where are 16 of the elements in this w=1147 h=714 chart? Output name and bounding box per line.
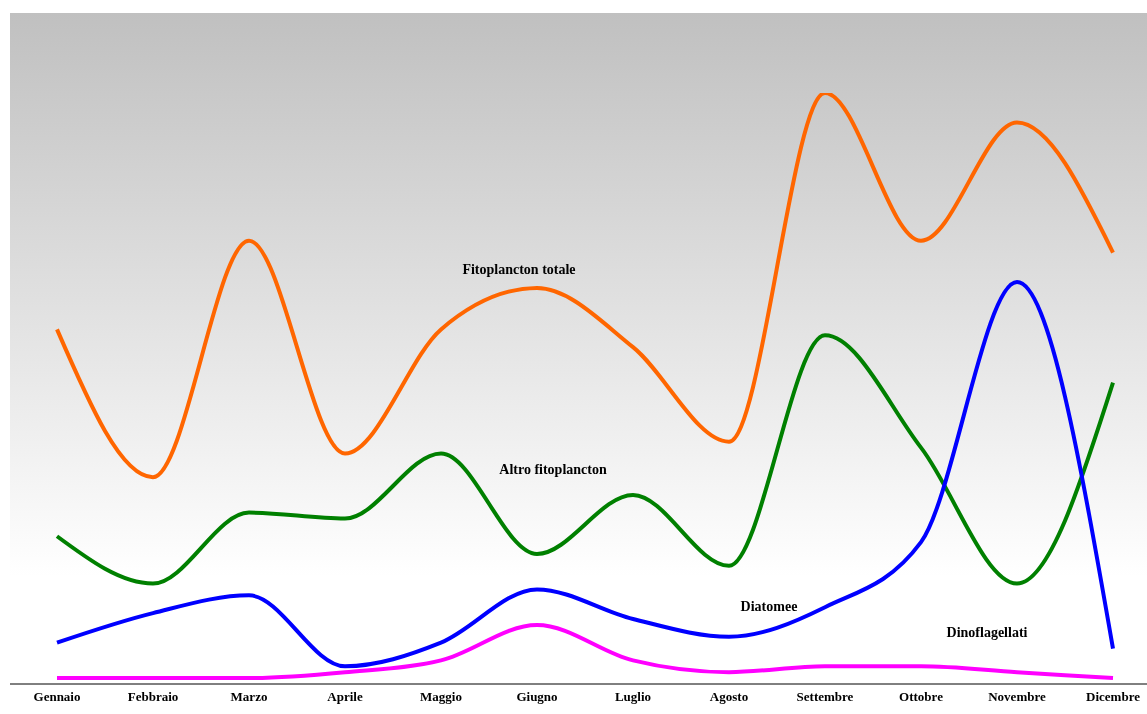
x-tick-label: Gennaio: [33, 689, 81, 705]
x-tick-label: Luglio: [614, 689, 652, 705]
series-label: Dinoflagellati: [946, 625, 1028, 641]
x-tick-label: Marzo: [230, 689, 268, 705]
series-label: Diatomee: [740, 598, 798, 614]
x-tick-label: Novembre: [988, 689, 1046, 705]
series-label: Altro fitoplancton: [499, 461, 607, 477]
x-tick-label: Ottobre: [899, 689, 944, 705]
series-label: Fitoplancton totale: [462, 262, 576, 278]
x-tick-label: Giugno: [516, 689, 558, 705]
x-tick-label: Maggio: [420, 689, 462, 705]
x-tick-label: Aprile: [327, 689, 363, 705]
x-tick-label: Dicembre: [1086, 689, 1141, 705]
x-tick-label: Agosto: [709, 689, 749, 705]
x-tick-label: Settembre: [796, 689, 854, 705]
x-tick-label: Febbraio: [127, 689, 179, 705]
